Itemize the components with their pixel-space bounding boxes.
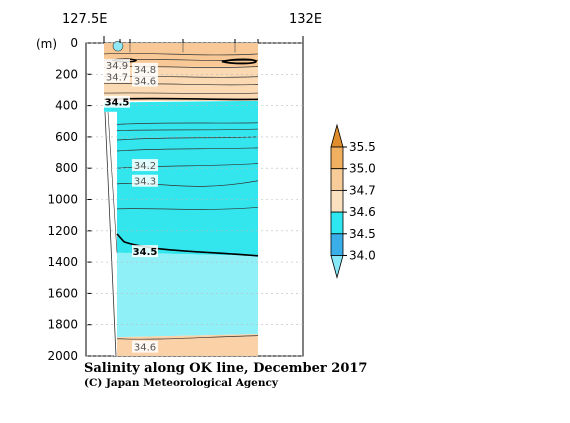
legend-swatch <box>330 233 344 256</box>
surface-low-salinity-cell <box>112 40 124 52</box>
contour-line <box>116 206 259 210</box>
salinity-field <box>103 40 259 357</box>
contour-line <box>103 83 259 86</box>
lon-label-left: 127.5E <box>62 12 107 27</box>
legend-label: 35.0 <box>349 162 376 176</box>
contour-label-bg <box>104 70 130 83</box>
seafloor-line <box>104 111 117 357</box>
chart-credit: (C) Japan Meteorological Agency <box>84 377 279 389</box>
band-cyan <box>104 100 258 256</box>
contour-label: 34.5 <box>133 247 158 258</box>
legend-cap-top <box>330 123 344 148</box>
contour-label-bg <box>132 62 158 75</box>
legend-swatch <box>330 168 344 191</box>
top-ticks <box>103 36 304 43</box>
y-tick-label: 400 <box>55 99 78 113</box>
legend-swatch <box>330 146 344 170</box>
contour-line <box>116 147 259 152</box>
chart-title: Salinity along OK line, December 2017 <box>84 361 367 376</box>
contour-line <box>103 92 259 94</box>
contour-line <box>116 136 259 141</box>
contour-label: 34.5 <box>105 98 130 109</box>
contour-label: 34.3 <box>134 177 156 188</box>
contour-label: 34.8 <box>134 65 156 76</box>
contour-label-bg <box>132 245 158 258</box>
contour-line <box>116 180 259 187</box>
legend-label: 34.5 <box>349 227 376 241</box>
y-axis: 0 200 400 600 800 1000 1200 1400 1600 1800 2000 <box>47 36 303 363</box>
y-tick-label: 1600 <box>47 286 78 300</box>
contour-label-bg <box>132 340 158 353</box>
contour-label-bg <box>104 95 130 108</box>
legend-label: 34.7 <box>349 183 376 197</box>
legend-swatch <box>330 189 344 213</box>
y-tick-label: 1400 <box>47 255 78 269</box>
contour-high-salinity-cell <box>221 58 257 65</box>
contour-label: 34.2 <box>134 161 156 172</box>
contour-label-bg <box>132 74 158 87</box>
contour-label-bg <box>132 174 158 187</box>
y-tick-label: 800 <box>55 161 78 175</box>
y-tick-label: 1000 <box>47 193 78 207</box>
contour-label: 34.6 <box>134 343 156 354</box>
y-tick-label: 1800 <box>47 318 78 332</box>
lon-label-right: 132E <box>289 12 322 27</box>
contour-label-bg <box>132 159 158 172</box>
legend-swatch <box>330 211 344 235</box>
contour-line <box>116 128 259 131</box>
colorbar-legend: 35.5 35.0 34.7 34.6 34.5 34.0 <box>330 123 376 280</box>
y-tick-label: 600 <box>55 130 78 144</box>
seafloor-line-inner <box>107 111 118 253</box>
y-tick-label: 1200 <box>47 224 78 238</box>
contour-labels: 34.9 34.8 34.7 34.6 34.5 34.2 34.3 34.5 34.6 <box>104 58 158 354</box>
contour-line <box>116 163 259 169</box>
legend-label: 34.0 <box>349 249 376 263</box>
y-tick-label: 200 <box>55 67 78 81</box>
legend-cap-bottom <box>330 255 344 280</box>
legend-label: 35.5 <box>349 140 376 154</box>
contour-34-5-lower <box>116 233 259 257</box>
y-tick-label: 0 <box>70 36 78 50</box>
band-light-cyan <box>117 252 258 338</box>
contour-line <box>116 122 259 125</box>
contour-label: 34.7 <box>106 73 128 84</box>
contour-line <box>116 335 259 340</box>
contour-label: 34.6 <box>134 77 156 88</box>
contour-line <box>103 53 259 56</box>
contour-label: 34.9 <box>106 61 128 72</box>
legend-label: 34.6 <box>349 205 376 219</box>
contour-label-bg <box>104 58 130 71</box>
y-tick-label: 2000 <box>47 349 78 363</box>
y-unit-label: (m) <box>36 37 57 51</box>
